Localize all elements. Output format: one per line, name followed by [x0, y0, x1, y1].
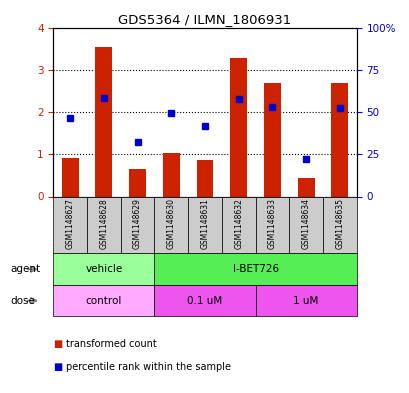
Bar [297, 178, 314, 196]
Bar [162, 153, 179, 196]
Text: GSM1148628: GSM1148628 [99, 198, 108, 249]
Text: 1 uM: 1 uM [293, 296, 318, 306]
Text: GSM1148632: GSM1148632 [234, 198, 243, 249]
Bar [330, 83, 347, 196]
Bar [129, 169, 146, 196]
Bar [154, 196, 188, 253]
Bar [154, 285, 255, 316]
Bar [188, 196, 221, 253]
Bar [53, 253, 154, 285]
Bar [221, 196, 255, 253]
Text: GSM1148631: GSM1148631 [200, 198, 209, 249]
Text: GSM1148633: GSM1148633 [267, 198, 276, 249]
Bar [263, 83, 280, 196]
Text: dose: dose [10, 296, 35, 306]
Title: GDS5364 / ILMN_1806931: GDS5364 / ILMN_1806931 [118, 13, 291, 26]
Bar [53, 285, 154, 316]
Bar [230, 58, 247, 196]
Text: GSM1148635: GSM1148635 [335, 198, 344, 249]
Text: agent: agent [10, 264, 40, 274]
Text: transformed count: transformed count [65, 339, 156, 349]
Bar [196, 160, 213, 196]
Text: GSM1148627: GSM1148627 [65, 198, 74, 249]
Text: vehicle: vehicle [85, 264, 122, 274]
Text: percentile rank within the sample: percentile rank within the sample [65, 362, 230, 373]
Text: 0.1 uM: 0.1 uM [187, 296, 222, 306]
Bar [120, 196, 154, 253]
Text: GSM1148634: GSM1148634 [301, 198, 310, 249]
Text: control: control [85, 296, 122, 306]
Text: ■: ■ [53, 339, 63, 349]
Text: I-BET726: I-BET726 [232, 264, 278, 274]
Bar [95, 46, 112, 196]
Bar [62, 158, 79, 196]
Text: GSM1148630: GSM1148630 [166, 198, 175, 249]
Bar [255, 196, 289, 253]
Bar [154, 253, 356, 285]
Bar [255, 285, 356, 316]
Text: GSM1148629: GSM1148629 [133, 198, 142, 249]
Bar [87, 196, 120, 253]
Bar [53, 196, 87, 253]
Bar [322, 196, 356, 253]
Bar [289, 196, 322, 253]
Text: ■: ■ [53, 362, 63, 373]
